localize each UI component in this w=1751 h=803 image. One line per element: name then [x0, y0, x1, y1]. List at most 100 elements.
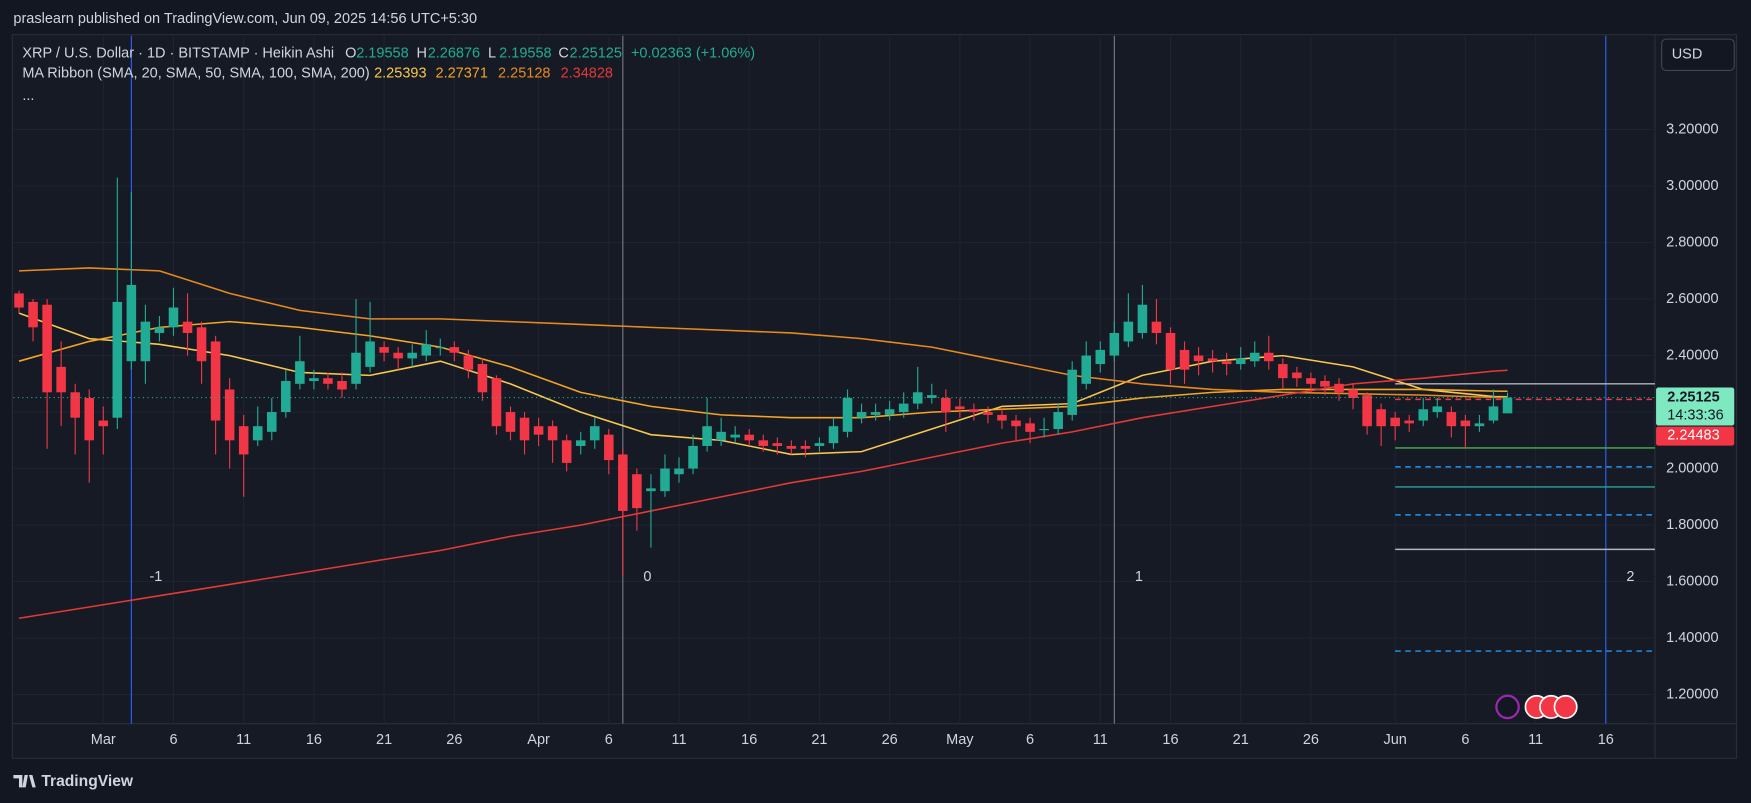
x-tick-label: 21 — [811, 732, 827, 748]
publisher-line: praslearn published on TradingView.com, … — [13, 11, 477, 27]
candle-body — [997, 414, 1007, 421]
candle-body — [1081, 355, 1092, 384]
candle-body — [337, 380, 347, 390]
candle-body — [407, 352, 417, 359]
candle-body — [1390, 417, 1400, 427]
change-label: +0.02363 (+1.06%) — [631, 45, 755, 61]
y-tick-label: 3.20000 — [1666, 121, 1718, 137]
ma-line — [18, 369, 1508, 620]
x-tick-label: 26 — [446, 732, 462, 748]
candle-body — [1109, 332, 1120, 356]
candle-body — [393, 352, 403, 359]
candle-body — [547, 426, 558, 441]
candle-body — [1306, 378, 1316, 384]
y-tick-label: 2.00000 — [1666, 460, 1718, 476]
candle-body — [140, 321, 151, 362]
candle-body — [14, 293, 24, 308]
ma-line — [18, 267, 1508, 399]
candle-body — [618, 454, 628, 511]
candle-body — [842, 397, 853, 432]
candle-body — [884, 409, 895, 415]
candle-body — [1362, 395, 1372, 427]
candle-body — [98, 420, 109, 427]
candle-body — [772, 443, 783, 446]
candle-body — [870, 412, 881, 415]
candle-body — [1221, 361, 1232, 365]
candle-body — [1348, 389, 1358, 398]
candle-body — [238, 426, 249, 455]
candle-body — [1137, 304, 1148, 333]
candle-body — [224, 389, 235, 441]
candle-body — [154, 327, 165, 333]
x-tick-label: 6 — [1026, 732, 1034, 748]
logo-icon — [13, 775, 36, 788]
candle-body — [814, 443, 825, 446]
candle-body — [126, 284, 137, 362]
candle-body — [1446, 412, 1457, 427]
x-tick-label: 11 — [236, 732, 251, 748]
candle-body — [28, 301, 38, 328]
more-button[interactable]: ... — [22, 88, 34, 104]
y-tick-label: 1.60000 — [1666, 573, 1718, 589]
candle-body — [1067, 369, 1077, 415]
candle-body — [42, 304, 52, 393]
ohlc-value: 2.19558 — [356, 45, 408, 61]
time-zone-label: -1 — [149, 569, 162, 585]
candle-body — [632, 474, 642, 509]
x-tick-label: Jun — [1383, 732, 1406, 748]
candle-body — [575, 440, 586, 446]
candle-body — [1264, 352, 1274, 362]
candle-body — [800, 445, 811, 449]
candle-body — [210, 341, 221, 421]
candle-body — [1025, 423, 1035, 432]
ohlc-value: 2.25125 — [570, 45, 622, 61]
x-tick-label: 6 — [1461, 732, 1469, 748]
candle-body — [421, 344, 432, 356]
candle-body — [84, 397, 95, 441]
candle-body — [856, 412, 867, 418]
candle-body — [786, 445, 797, 449]
currency-label[interactable]: USD — [1672, 47, 1703, 63]
chart-title: XRP / U.S. Dollar · 1D · BITSTAMP · Heik… — [22, 45, 334, 61]
x-tick-label: 16 — [1162, 732, 1178, 748]
candle-body — [519, 417, 530, 441]
x-tick-label: Mar — [91, 732, 116, 748]
y-tick-label: 2.60000 — [1666, 291, 1718, 307]
candle-body — [1053, 412, 1063, 430]
event-icon[interactable] — [1495, 694, 1520, 720]
candle-body — [1292, 372, 1302, 379]
x-tick-label: 26 — [1303, 732, 1319, 748]
candle-body — [1376, 409, 1386, 427]
candle-body — [604, 434, 614, 461]
candle-body — [1418, 409, 1429, 421]
candle-body — [927, 395, 937, 398]
ma-legend-value: 2.27371 — [436, 66, 488, 82]
x-tick-label: 16 — [306, 732, 322, 748]
candle-body — [1235, 358, 1246, 365]
candle-body — [1460, 420, 1471, 427]
event-icon[interactable] — [1553, 694, 1578, 719]
ma-legend-value: 2.25393 — [374, 66, 426, 82]
candle-body — [491, 378, 502, 427]
candle-body — [379, 347, 389, 353]
y-tick-label: 2.80000 — [1666, 234, 1718, 250]
x-tick-label: May — [946, 732, 974, 748]
ohlc-value: 2.26876 — [428, 45, 480, 61]
candle-body — [941, 397, 951, 413]
candle-body — [674, 468, 684, 475]
x-tick-label: 11 — [1093, 732, 1108, 748]
ma-legend-value: 2.25128 — [498, 66, 550, 82]
candle-body — [646, 488, 656, 492]
ohlc-key: L — [488, 45, 496, 61]
currency-button[interactable] — [1661, 38, 1735, 71]
x-tick-label: 21 — [1233, 732, 1249, 748]
candle-body — [983, 412, 993, 415]
candle-body — [365, 341, 375, 367]
ma-legend-value: 2.34828 — [561, 66, 613, 82]
candle-body — [1011, 420, 1021, 427]
candle-body — [1474, 423, 1485, 427]
y-tick-label: 1.20000 — [1666, 686, 1718, 702]
candle-body — [561, 440, 572, 463]
